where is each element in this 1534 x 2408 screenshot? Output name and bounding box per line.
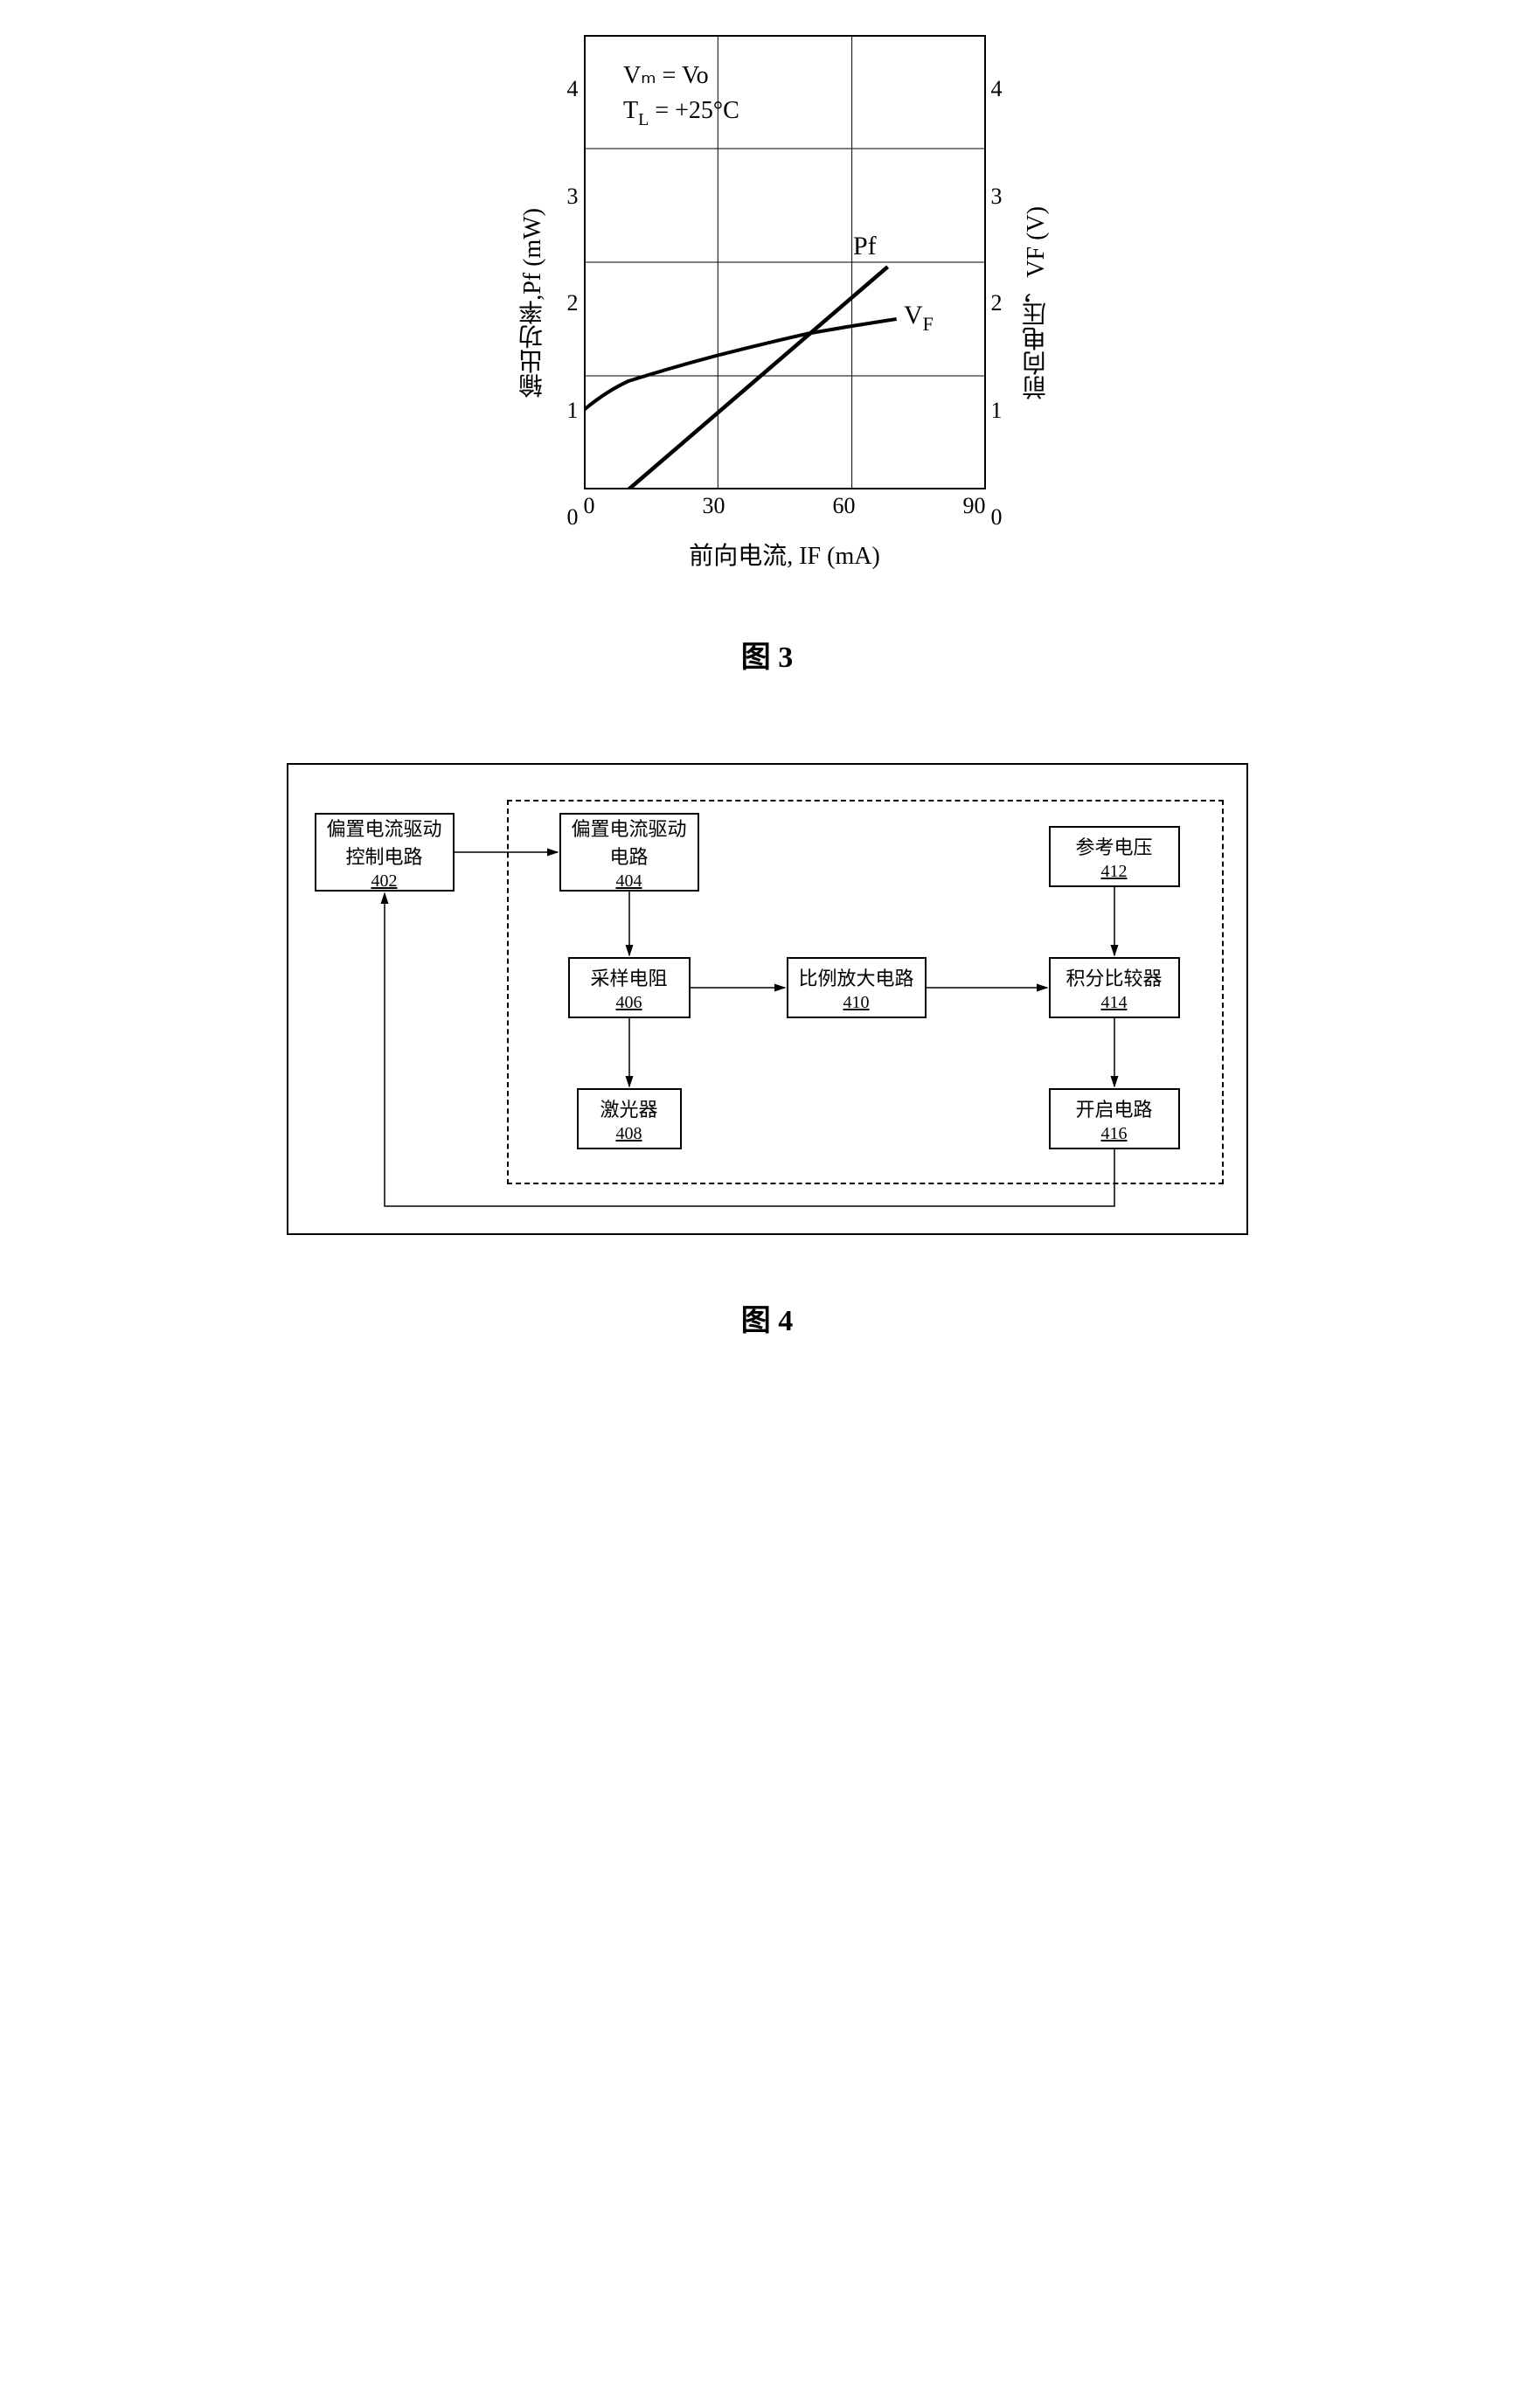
y-left-tick: 1 (567, 398, 579, 424)
node-number: 416 (1101, 1124, 1128, 1144)
y-right-tick: 1 (991, 398, 1003, 424)
figure-3-container: 输出功率,Pf (mW) 4 3 2 1 0 (409, 35, 1126, 676)
x-axis-label: 前向电流, IF (mA) (689, 537, 880, 572)
chart-area: 输出功率,Pf (mW) 4 3 2 1 0 (516, 35, 1054, 572)
node-414: 积分比较器 414 (1049, 957, 1180, 1018)
node-number: 402 (371, 871, 398, 892)
node-416: 开启电路 416 (1049, 1088, 1180, 1149)
figure-4-container: 偏置电流驱动控制电路 402 偏置电流驱动电路 404 参考电压 412 采样电… (287, 763, 1248, 1339)
node-number: 404 (616, 871, 642, 892)
x-ticks: 0 30 60 90 (584, 493, 986, 519)
node-number: 414 (1101, 993, 1128, 1013)
node-label: 开启电路 (1075, 1094, 1152, 1122)
node-408: 激光器 408 (577, 1088, 682, 1149)
node-number: 412 (1101, 862, 1128, 882)
y-left-axis-label: 输出功率,Pf (mW) (516, 208, 551, 399)
x-tick: 30 (703, 493, 725, 519)
annotation-line1: Vₘ = Vo (623, 62, 709, 89)
node-label: 偏置电流驱动电路 (565, 814, 694, 870)
y-right-tick: 4 (991, 76, 1003, 102)
node-406: 采样电阻 406 (568, 957, 691, 1018)
y-right-axis-label: 前向电压，VF (V) (1019, 206, 1054, 400)
y-left-tick: 0 (567, 504, 579, 531)
y-left-tick: 4 (567, 76, 579, 102)
y-right-tick: 0 (991, 504, 1003, 531)
node-404: 偏置电流驱动电路 404 (559, 813, 699, 892)
y-right-ticks: 4 3 2 1 0 (986, 76, 1012, 531)
y-left-ticks: 4 3 2 1 0 (558, 76, 584, 531)
y-left-tick: 2 (567, 290, 579, 316)
y-right-tick: 3 (991, 184, 1003, 210)
y-right-tick: 2 (991, 290, 1003, 316)
node-number: 408 (616, 1124, 642, 1144)
figure-3-caption: 图 3 (741, 633, 794, 676)
figure-4-caption: 图 4 (741, 1296, 794, 1339)
node-label: 激光器 (600, 1094, 657, 1122)
node-410: 比例放大电路 410 (787, 957, 927, 1018)
node-402: 偏置电流驱动控制电路 402 (315, 813, 455, 892)
node-412: 参考电压 412 (1049, 826, 1180, 887)
x-tick: 90 (963, 493, 986, 519)
diagram-4: 偏置电流驱动控制电路 402 偏置电流驱动电路 404 参考电压 412 采样电… (287, 763, 1248, 1235)
chart-plot: Pf VF Vₘ = Vo TL = +25°C (584, 35, 986, 489)
node-label: 比例放大电路 (798, 963, 913, 991)
node-label: 采样电阻 (590, 963, 667, 991)
edge-feedback (385, 893, 1114, 1206)
plot-wrap: Pf VF Vₘ = Vo TL = +25°C 0 30 60 90 前向电流… (584, 35, 986, 572)
node-number: 410 (843, 993, 870, 1013)
node-label: 偏置电流驱动控制电路 (320, 814, 449, 870)
x-tick: 0 (584, 493, 595, 519)
node-label: 积分比较器 (1065, 963, 1162, 991)
node-number: 406 (616, 993, 642, 1013)
node-label: 参考电压 (1075, 832, 1152, 860)
y-left-tick: 3 (567, 184, 579, 210)
series-label-pf: Pf (853, 232, 877, 260)
x-tick: 60 (833, 493, 856, 519)
